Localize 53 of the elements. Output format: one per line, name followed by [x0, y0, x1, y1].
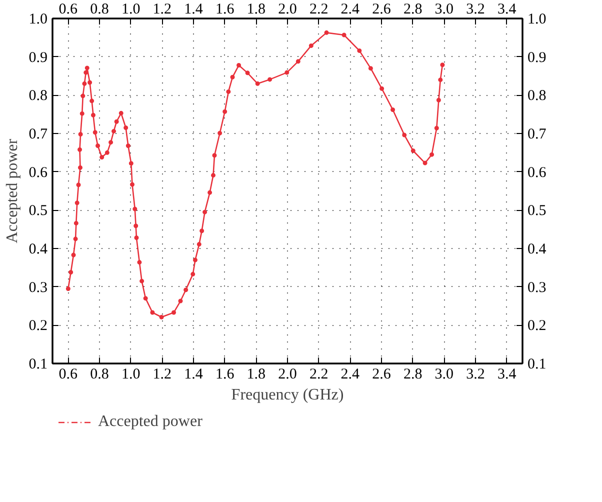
x2-tick-label: 3.2 — [466, 366, 485, 382]
x2-tick-label: 0.8 — [90, 366, 109, 382]
x2-tick-label: 2.2 — [309, 366, 328, 382]
x-tick-label: 2.0 — [278, 2, 297, 18]
x-tick-label: 0.8 — [90, 2, 109, 18]
y-tick-label: 1.0 — [28, 12, 48, 28]
y-axis-title: Accepted power — [4, 138, 21, 244]
x2-tick-label: 2.8 — [403, 366, 422, 382]
x2-tick-label: 3.0 — [434, 366, 454, 382]
y2-tick-label: 1.0 — [528, 12, 546, 28]
x-tick-label: 2.2 — [309, 2, 328, 18]
x2-tick-label: 2.0 — [278, 366, 297, 382]
x2-tick-label: 0.6 — [58, 366, 78, 382]
y-tick-label: 0.3 — [28, 280, 48, 296]
y-tick-label: 0.5 — [28, 203, 48, 220]
y2-tick-label: 0.1 — [528, 356, 546, 372]
x-tick-label: 2.6 — [372, 2, 392, 18]
x-tick-label: 1.4 — [184, 2, 204, 18]
legend-label: Accepted power — [98, 413, 202, 431]
x2-tick-label: 1.2 — [152, 366, 172, 382]
x-tick-label: 0.6 — [58, 2, 78, 18]
y2-tick-label: 0.3 — [528, 280, 546, 296]
x-tick-label: 2.8 — [403, 2, 422, 18]
y-tick-label: 0.6 — [28, 164, 48, 181]
y-tick-label: 0.9 — [28, 50, 48, 66]
y2-tick-label: 0.4 — [528, 242, 547, 258]
x2-tick-label: 1.0 — [121, 366, 140, 382]
x2-tick-label: 1.6 — [215, 366, 235, 382]
y2-tick-label: 0.9 — [528, 50, 546, 66]
x-tick-label: 2.4 — [340, 2, 360, 18]
y-tick-label: 0.1 — [28, 356, 48, 372]
y-tick-label: 0.2 — [28, 318, 48, 334]
x2-tick-label: 1.8 — [246, 366, 266, 382]
y2-tick-label: 0.5 — [528, 203, 546, 220]
x-tick-label: 3.4 — [497, 2, 517, 18]
y-tick-label: 0.8 — [28, 88, 48, 104]
x-tick-label: 3.2 — [466, 2, 485, 18]
x-tick-label: 1.8 — [246, 2, 266, 18]
y2-tick-label: 0.7 — [528, 126, 547, 142]
x2-tick-label: 1.4 — [184, 366, 204, 382]
x2-tick-label: 2.6 — [372, 366, 392, 382]
x-tick-label: 1.6 — [215, 2, 235, 18]
x2-tick-label: 2.4 — [340, 366, 360, 382]
x-tick-label: 3.0 — [434, 2, 454, 18]
y2-tick-label: 0.8 — [528, 88, 546, 104]
x-axis-title: Frequency (GHz) — [231, 386, 344, 404]
y2-tick-label: 0.6 — [528, 164, 547, 181]
x2-tick-label: 3.4 — [497, 366, 517, 382]
x-tick-label: 1.2 — [152, 2, 172, 18]
y-tick-label: 0.4 — [28, 242, 48, 258]
x-tick-label: 1.0 — [121, 2, 140, 18]
y2-tick-label: 0.2 — [528, 318, 546, 334]
y-tick-label: 0.7 — [28, 126, 48, 142]
